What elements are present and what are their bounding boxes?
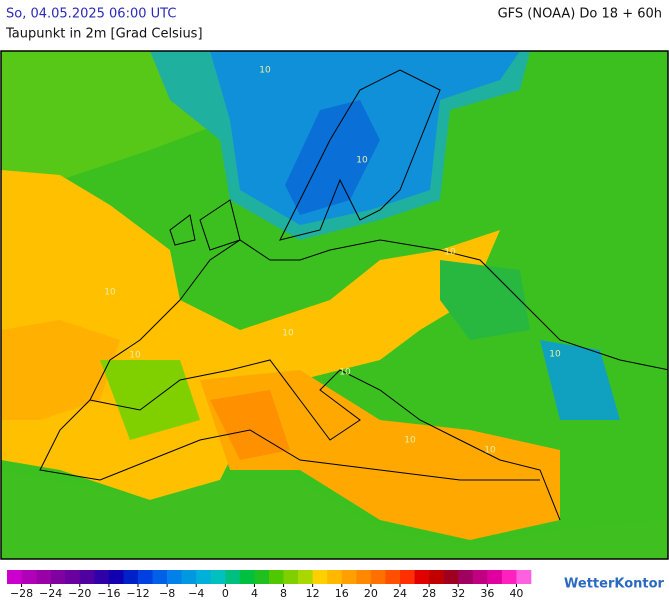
map bbox=[1, 51, 668, 559]
colorbar-swatch bbox=[501, 570, 517, 584]
model: GFS (NOAA) Do 18 + 60h bbox=[498, 7, 662, 22]
colorbar: −28 −24 −20 −16 −12 −8 −4 0 4 8 12 16 20 24 28 32 36 40 bbox=[7, 570, 532, 600]
colorbar-tick-label: −20 bbox=[68, 587, 91, 600]
colorbar-tick-label: −24 bbox=[39, 587, 62, 600]
contour-label: 10 bbox=[104, 288, 116, 298]
contour-label: 10 bbox=[339, 368, 351, 378]
colorbar-swatch bbox=[239, 570, 255, 584]
colorbar-swatch bbox=[254, 570, 270, 584]
colorbar-tick-label: −28 bbox=[10, 587, 33, 600]
contour-label: 10 bbox=[282, 329, 294, 339]
colorbar-swatch bbox=[414, 570, 430, 584]
colorbar-tick-label: −8 bbox=[159, 587, 175, 600]
colorbar-tick-label: 16 bbox=[335, 587, 349, 600]
contour-label: 10 bbox=[356, 156, 368, 166]
colorbar-tick-label: −4 bbox=[188, 587, 204, 600]
colorbar-swatch bbox=[181, 570, 197, 584]
colorbar-tick-label: 24 bbox=[393, 587, 407, 600]
colorbar-swatch bbox=[21, 570, 37, 584]
colorbar-swatch bbox=[341, 570, 357, 584]
colorbar-swatch bbox=[370, 570, 386, 584]
colorbar-swatch bbox=[487, 570, 503, 584]
colorbar-swatch bbox=[138, 570, 153, 584]
colorbar-swatch bbox=[269, 570, 284, 584]
contour-label: 10 bbox=[404, 436, 416, 446]
colorbar-swatch bbox=[50, 570, 66, 584]
colorbar-swatch bbox=[210, 570, 226, 584]
colorbar-tick-label: 12 bbox=[306, 587, 320, 600]
colorbar-swatch bbox=[94, 570, 110, 584]
colorbar-swatch bbox=[79, 570, 95, 584]
colorbar-swatch bbox=[400, 570, 415, 584]
brand: WetterKontor bbox=[564, 577, 665, 592]
colorbar-swatch bbox=[429, 570, 444, 584]
colorbar-tick-label: 36 bbox=[480, 587, 494, 600]
colorbar-tick-label: 28 bbox=[422, 587, 436, 600]
date: So, 04.05.2025 06:00 UTC bbox=[6, 7, 176, 22]
colorbar-swatch bbox=[65, 570, 81, 584]
colorbar-tick-label: −12 bbox=[126, 587, 149, 600]
colorbar-swatch bbox=[385, 570, 401, 584]
colorbar-swatch bbox=[298, 570, 313, 584]
colorbar-swatch bbox=[283, 570, 299, 584]
colorbar-swatch bbox=[36, 570, 51, 584]
contour-label: 10 bbox=[484, 446, 496, 456]
colorbar-swatch bbox=[458, 570, 474, 584]
contour-label: 10 bbox=[129, 351, 141, 361]
contour-label: 10 bbox=[444, 248, 456, 258]
colorbar-swatch bbox=[167, 570, 182, 584]
colorbar-tick-label: 0 bbox=[222, 587, 229, 600]
colorbar-swatch bbox=[356, 570, 372, 584]
colorbar-swatch bbox=[312, 570, 328, 584]
colorbar-swatch bbox=[225, 570, 241, 584]
colorbar-tick-label: 8 bbox=[280, 587, 287, 600]
colorbar-swatch bbox=[196, 570, 212, 584]
colorbar-swatch bbox=[472, 570, 488, 584]
subtitle: Taupunkt in 2m [Grad Celsius] bbox=[5, 27, 203, 42]
colorbar-swatch bbox=[152, 570, 168, 584]
colorbar-tick-label: 40 bbox=[509, 587, 523, 600]
colorbar-tick-label: 32 bbox=[451, 587, 465, 600]
colorbar-swatch bbox=[327, 570, 343, 584]
colorbar-tick-label: 4 bbox=[251, 587, 258, 600]
colorbar-swatch bbox=[516, 570, 532, 584]
contour-label: 10 bbox=[259, 66, 271, 76]
colorbar-swatch bbox=[7, 570, 22, 584]
map-frame bbox=[0, 50, 669, 560]
colorbar-swatch bbox=[108, 570, 124, 584]
colorbar-tick-label: −16 bbox=[97, 587, 120, 600]
colorbar-swatch bbox=[123, 570, 139, 584]
colorbar-swatch bbox=[443, 570, 459, 584]
contour-label: 10 bbox=[549, 350, 561, 360]
colorbar-tick-label: 20 bbox=[364, 587, 378, 600]
